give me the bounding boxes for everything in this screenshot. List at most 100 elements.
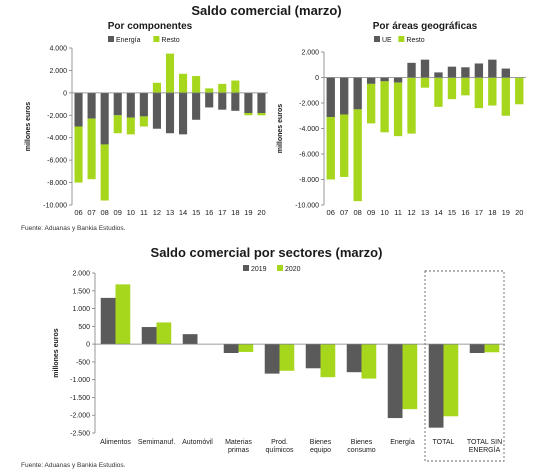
bar-sectores-2020-9 <box>484 344 500 353</box>
x-tick-label-sectores-3-0: Materias <box>225 439 252 446</box>
bar-areas-resto-15 <box>447 77 457 100</box>
x-tick-label-sectores-4-1: químicos <box>265 447 294 454</box>
legend-swatch-componentes-0 <box>108 36 114 42</box>
highlight-box-totals <box>424 270 505 462</box>
bar-areas-ue-15 <box>447 66 457 78</box>
bar-componentes-energía-10 <box>126 92 135 118</box>
x-tick-label-componentes-13: 19 <box>244 208 252 217</box>
x-tick-label-areas-3: 09 <box>367 208 375 217</box>
bar-areas-ue-06 <box>326 77 335 118</box>
y-tick-label-componentes-3: -2.000 <box>47 113 67 120</box>
bar-areas-resto-17 <box>474 77 484 109</box>
bar-areas-resto-08 <box>353 109 362 202</box>
y-tick-label-areas-0: 2.000 <box>301 50 319 57</box>
source-note-top: Fuente: Aduanas y Bankia Estudios. <box>21 225 126 232</box>
bar-componentes-energía-19 <box>244 92 253 114</box>
bar-areas-resto-06 <box>326 117 335 180</box>
y-tick-label-areas-5: -8.000 <box>299 177 319 184</box>
bar-componentes-energía-08 <box>100 92 109 145</box>
x-tick-label-areas-12: 18 <box>488 208 496 217</box>
x-tick-label-sectores-6-0: Bienes <box>351 439 373 446</box>
bar-componentes-resto-14 <box>179 73 188 93</box>
bar-componentes-resto-19 <box>244 113 253 116</box>
y-tick-label-componentes-6: -8.000 <box>47 180 67 187</box>
y-tick-label-sectores-8: -2.000 <box>70 413 90 420</box>
y-tick-label-areas-3: -4.000 <box>299 126 319 133</box>
main-title: Saldo comercial (marzo) <box>191 3 342 18</box>
x-tick-label-sectores-3-1: primas <box>228 447 250 454</box>
x-tick-label-componentes-8: 14 <box>179 208 187 217</box>
bar-areas-resto-18 <box>488 77 497 106</box>
bar-sectores-2019-2 <box>182 334 198 345</box>
x-tick-label-componentes-11: 17 <box>218 208 226 217</box>
bar-componentes-resto-13 <box>165 53 175 93</box>
x-tick-label-componentes-9: 15 <box>192 208 200 217</box>
bar-sectores-2020-8 <box>443 344 459 417</box>
x-tick-label-componentes-7: 13 <box>166 208 174 217</box>
bar-componentes-energía-20 <box>257 92 266 114</box>
y-tick-label-componentes-4: -4.000 <box>47 135 67 142</box>
x-tick-label-areas-11: 17 <box>475 208 483 217</box>
bar-sectores-2019-3 <box>223 344 239 353</box>
y-axis-label-sectores: millones euros <box>53 328 60 378</box>
x-tick-label-sectores-6-1: consumo <box>347 447 376 454</box>
y-tick-label-sectores-6: -1.000 <box>70 377 90 384</box>
legend-label-sectores-1: 2020 <box>285 266 301 273</box>
bar-componentes-energía-16 <box>205 92 214 108</box>
bar-componentes-energía-17 <box>218 92 227 110</box>
bar-sectores-2020-6 <box>361 344 377 379</box>
bar-sectores-2020-4 <box>279 344 295 371</box>
bar-areas-ue-08 <box>353 77 362 110</box>
x-tick-label-componentes-3: 09 <box>114 208 122 217</box>
bar-componentes-resto-08 <box>100 144 109 201</box>
legend-label-componentes-1: Resto <box>161 37 179 44</box>
x-tick-label-areas-1: 07 <box>340 208 348 217</box>
x-tick-label-areas-0: 06 <box>327 208 335 217</box>
bar-areas-ue-19 <box>501 68 510 78</box>
y-tick-label-componentes-7: -10.000 <box>43 203 67 210</box>
bar-componentes-energía-11 <box>139 92 148 117</box>
y-axis-label-componentes: millones euros <box>25 102 32 152</box>
x-tick-label-sectores-4-0: Prod. <box>271 439 288 446</box>
x-tick-label-componentes-14: 20 <box>257 208 265 217</box>
bar-sectores-2020-7 <box>402 344 418 410</box>
y-tick-label-sectores-7: -1.500 <box>70 395 90 402</box>
bar-areas-ue-13 <box>420 59 430 78</box>
y-tick-label-sectores-2: 1.000 <box>72 306 90 313</box>
x-tick-label-areas-10: 16 <box>461 208 469 217</box>
y-tick-label-areas-2: -2.000 <box>299 101 319 108</box>
bar-componentes-energía-07 <box>87 92 96 119</box>
bar-sectores-2020-3 <box>238 344 254 352</box>
x-tick-label-areas-6: 12 <box>407 208 415 217</box>
chart-title-areas: Por áreas geográficas <box>373 21 478 32</box>
bar-areas-ue-07 <box>340 77 349 115</box>
bar-areas-resto-10 <box>380 81 389 133</box>
y-tick-label-componentes-1: 2.000 <box>49 68 67 75</box>
bar-sectores-2019-1 <box>141 327 157 345</box>
bar-sectores-2019-0 <box>100 297 116 345</box>
x-tick-label-componentes-6: 12 <box>153 208 161 217</box>
x-tick-label-areas-4: 10 <box>380 208 388 217</box>
x-tick-label-sectores-0-0: Alimentos <box>100 439 131 446</box>
y-tick-label-sectores-5: -500 <box>76 359 90 366</box>
bar-componentes-energía-15 <box>192 92 201 120</box>
bar-areas-ue-09 <box>366 77 376 84</box>
bar-componentes-resto-12 <box>152 82 161 93</box>
bar-areas-ue-11 <box>393 77 403 83</box>
x-tick-label-areas-9: 15 <box>448 208 456 217</box>
bar-componentes-resto-07 <box>87 118 96 180</box>
y-tick-label-sectores-4: 0 <box>86 342 90 349</box>
bar-areas-resto-19 <box>501 77 510 116</box>
bar-areas-resto-11 <box>393 82 403 137</box>
bar-areas-resto-16 <box>461 77 470 96</box>
bar-areas-resto-13 <box>420 77 430 88</box>
y-tick-label-componentes-2: 0 <box>63 90 67 97</box>
source-note-bottom: Fuente: Aduanas y Bankia Estudios. <box>21 462 126 469</box>
bar-componentes-energía-18 <box>231 92 240 111</box>
bar-componentes-energía-06 <box>74 92 83 127</box>
y-axis-label-areas: millones euros <box>277 104 284 154</box>
x-tick-label-componentes-1: 07 <box>87 208 95 217</box>
bar-areas-resto-09 <box>366 83 376 124</box>
x-tick-label-areas-8: 14 <box>434 208 442 217</box>
y-tick-label-sectores-0: 2.000 <box>72 271 90 278</box>
